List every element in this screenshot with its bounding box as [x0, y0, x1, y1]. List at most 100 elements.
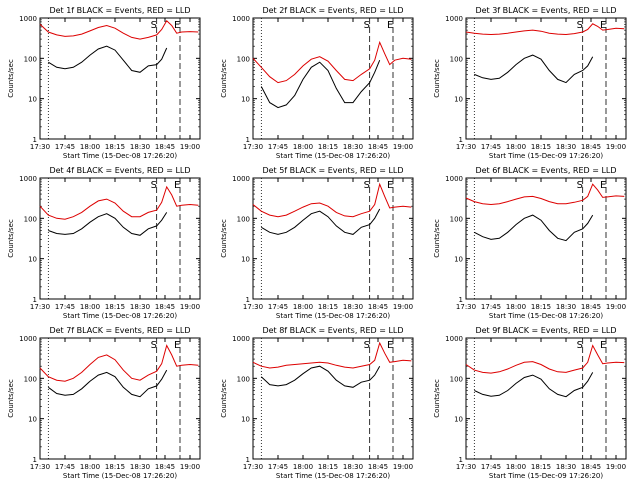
lld-line [465, 23, 625, 36]
x-tick-label: 18:15 [105, 463, 125, 471]
y-axis-label: Counts/sec [433, 219, 441, 258]
y-tick-label: 100 [450, 215, 463, 223]
y-tick-label: 1000 [445, 335, 463, 343]
x-tick-label: 17:30 [456, 303, 476, 311]
marker-label: E [174, 180, 180, 191]
chart-title: Det 1f BLACK = Events, RED = LLD [49, 6, 190, 15]
events-line [48, 45, 168, 73]
y-tick-label: 1000 [19, 15, 37, 23]
y-tick-label: 1 [459, 296, 463, 304]
y-tick-label: 1000 [232, 335, 250, 343]
x-tick-label: 18:00 [506, 303, 526, 311]
x-axis-label: Start Time (15-Dec-08 17:26:20) [63, 472, 177, 480]
marker-label: E [600, 180, 606, 191]
x-tick-label: 18:00 [80, 303, 100, 311]
chart-panel-9: Det 9f BLACK = Events, RED = LLD 1 10 100 10… [433, 326, 627, 480]
x-tick-label: 17:45 [55, 463, 75, 471]
chart-title: Det 9f BLACK = Events, RED = LLD [475, 326, 616, 335]
y-tick-label: 1000 [445, 175, 463, 183]
y-tick-label: 10 [454, 256, 463, 264]
marker-label: S [151, 340, 157, 351]
y-tick-label: 100 [237, 375, 250, 383]
marker-label: E [387, 180, 393, 191]
chart-panel-1: Det 1f BLACK = Events, RED = LLD 1 10 100 10… [7, 6, 201, 160]
x-tick-label: 18:15 [531, 143, 551, 151]
x-tick-label: 17:45 [481, 143, 501, 151]
lld-line [39, 185, 199, 220]
y-tick-label: 1 [33, 136, 37, 144]
x-tick-label: 18:15 [105, 303, 125, 311]
y-tick-label: 10 [241, 96, 250, 104]
x-tick-label: 18:00 [506, 463, 526, 471]
x-tick-label: 19:00 [393, 463, 413, 471]
plot-frame [39, 177, 201, 300]
plot-frame [39, 17, 201, 140]
chart-title: Det 7f BLACK = Events, RED = LLD [49, 326, 190, 335]
x-tick-label: 17:30 [243, 143, 263, 151]
x-tick-label: 19:00 [606, 463, 626, 471]
x-axis-label: Start Time (15-Dec-08 17:26:20) [489, 312, 603, 320]
x-tick-label: 18:30 [343, 143, 363, 151]
x-tick-label: 18:30 [130, 463, 150, 471]
y-tick-label: 10 [241, 416, 250, 424]
marker-label: S [577, 340, 583, 351]
marker-label: E [387, 20, 393, 31]
x-tick-label: 18:00 [80, 143, 100, 151]
x-tick-label: 19:00 [180, 143, 200, 151]
marker-label: S [577, 20, 583, 31]
chart-panel-2: Det 2f BLACK = Events, RED = LLD 1 10 100 10… [220, 6, 414, 160]
events-line [474, 372, 594, 398]
y-tick-label: 10 [454, 96, 463, 104]
x-tick-label: 18:45 [155, 303, 175, 311]
x-tick-label: 18:45 [155, 463, 175, 471]
marker-label: S [364, 180, 370, 191]
chart-panel-4: Det 4f BLACK = Events, RED = LLD 1 10 100 10… [7, 166, 201, 320]
y-tick-label: 10 [241, 256, 250, 264]
y-tick-label: 1000 [19, 335, 37, 343]
y-tick-label: 1 [33, 456, 37, 464]
y-tick-label: 10 [454, 416, 463, 424]
x-tick-label: 19:00 [180, 463, 200, 471]
x-axis-label: Start Time (15-Dec-08 17:26:20) [276, 152, 390, 160]
x-tick-label: 19:00 [606, 143, 626, 151]
x-tick-label: 17:30 [243, 303, 263, 311]
x-tick-label: 18:30 [343, 303, 363, 311]
marker-label: S [364, 340, 370, 351]
x-tick-label: 17:45 [55, 143, 75, 151]
plot-frame [465, 337, 627, 460]
x-tick-label: 18:45 [581, 303, 601, 311]
x-tick-label: 18:30 [556, 463, 576, 471]
x-tick-label: 17:45 [481, 463, 501, 471]
x-axis-label: Start Time (15-Dec-09 17:26:20) [489, 472, 603, 480]
x-tick-label: 18:30 [130, 303, 150, 311]
chart-title: Det 3f BLACK = Events, RED = LLD [475, 6, 616, 15]
y-tick-label: 1 [459, 456, 463, 464]
x-tick-label: 18:00 [293, 143, 313, 151]
y-tick-label: 1000 [445, 15, 463, 23]
x-tick-label: 18:00 [506, 143, 526, 151]
x-tick-label: 18:15 [531, 463, 551, 471]
y-tick-label: 1 [246, 456, 250, 464]
x-tick-label: 18:45 [581, 143, 601, 151]
x-axis-label: Start Time (15-Dec-08 17:26:20) [276, 472, 390, 480]
x-tick-label: 19:00 [606, 303, 626, 311]
x-tick-label: 18:15 [318, 143, 338, 151]
chart-panel-6: Det 6f BLACK = Events, RED = LLD 1 10 100 10… [433, 166, 627, 320]
marker-label: E [387, 340, 393, 351]
y-tick-label: 1000 [232, 175, 250, 183]
events-line [48, 212, 168, 236]
chart-panel-7: Det 7f BLACK = Events, RED = LLD 1 10 100 10… [7, 326, 201, 480]
x-tick-label: 18:00 [293, 303, 313, 311]
y-axis-label: Counts/sec [433, 59, 441, 98]
x-tick-label: 17:45 [481, 303, 501, 311]
x-tick-label: 18:45 [155, 143, 175, 151]
marker-label: E [174, 20, 180, 31]
events-line [474, 214, 594, 242]
y-tick-label: 100 [24, 55, 37, 63]
x-tick-label: 17:45 [55, 303, 75, 311]
marker-label: E [600, 20, 606, 31]
plot-frame [252, 177, 414, 300]
x-tick-label: 18:45 [368, 143, 388, 151]
x-tick-label: 18:30 [130, 143, 150, 151]
